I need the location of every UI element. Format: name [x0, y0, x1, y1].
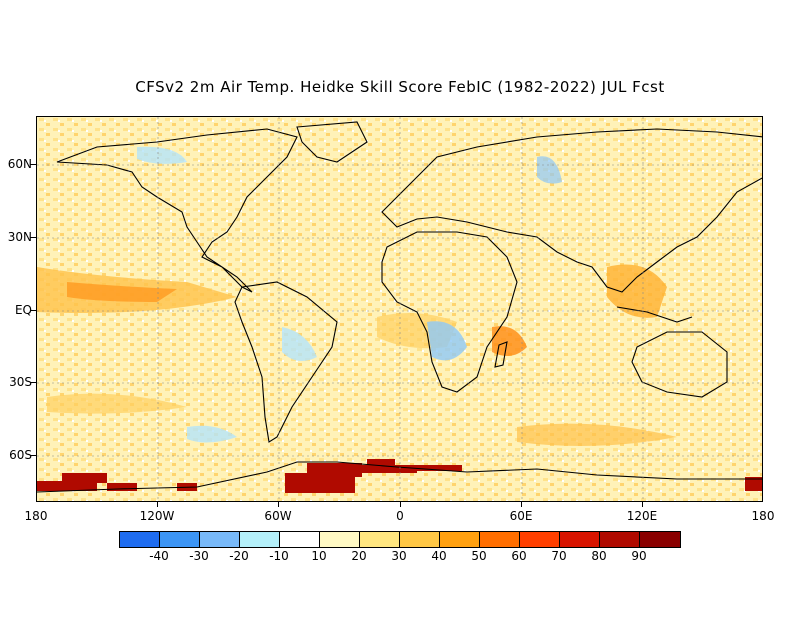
map-canvas — [37, 117, 762, 501]
colorbar-swatch — [640, 532, 680, 547]
lon-label-120e: 120E — [626, 509, 658, 523]
lat-tick — [30, 237, 36, 238]
colorbar-swatch — [120, 532, 160, 547]
cool-region — [282, 327, 317, 361]
cool-region — [537, 156, 562, 184]
colorbar-swatch — [280, 532, 320, 547]
warm-region — [47, 393, 187, 414]
colorbar-swatch — [560, 532, 600, 547]
lat-label-30s: 30S — [9, 375, 32, 389]
warm-region — [517, 423, 677, 446]
colorbar-label: 30 — [391, 549, 407, 563]
lon-tick — [278, 502, 279, 507]
warm-region — [492, 326, 527, 356]
colorbar-swatch — [480, 532, 520, 547]
map-title: CFSv2 2m Air Temp. Heidke Skill Score Fe… — [135, 78, 665, 96]
colorbar — [119, 531, 681, 548]
colorbar-label: 40 — [431, 549, 447, 563]
lon-tick — [642, 502, 643, 507]
lat-label-eq: EQ — [14, 303, 32, 317]
colorbar-swatch — [440, 532, 480, 547]
lon-tick — [400, 502, 401, 507]
lon-label-120w: 120W — [139, 509, 175, 523]
lon-label-180e: 180 — [751, 509, 775, 523]
colorbar-label: -30 — [189, 549, 209, 563]
graticule — [37, 117, 762, 501]
colorbar-label: -40 — [149, 549, 169, 563]
colorbar-label: -20 — [229, 549, 249, 563]
colorbar-label: -10 — [269, 549, 289, 563]
cool-region — [137, 146, 187, 164]
lon-tick — [521, 502, 522, 507]
colorbar-label: 10 — [311, 549, 327, 563]
colorbar-swatch — [200, 532, 240, 547]
colorbar-label: 60 — [511, 549, 527, 563]
lon-label-0: 0 — [396, 509, 404, 523]
cool-region — [427, 321, 467, 361]
lat-tick — [30, 164, 36, 165]
skill-score-map — [36, 116, 763, 502]
warm-region — [67, 282, 177, 302]
lon-tick — [157, 502, 158, 507]
lat-label-30n: 30N — [7, 230, 32, 244]
colorbar-swatch — [240, 532, 280, 547]
colorbar-swatch — [160, 532, 200, 547]
lat-tick — [30, 455, 36, 456]
colorbar-label: 70 — [551, 549, 567, 563]
colorbar-label: 80 — [591, 549, 607, 563]
lon-label-60e: 60E — [509, 509, 533, 523]
colorbar-label: 90 — [631, 549, 647, 563]
colorbar-label: 50 — [471, 549, 487, 563]
coastlines — [37, 121, 762, 493]
warm-region — [607, 264, 667, 318]
colorbar-swatch — [520, 532, 560, 547]
colorbar-swatch — [400, 532, 440, 547]
lon-label-60w: 60W — [264, 509, 292, 523]
colorbar-swatch — [320, 532, 360, 547]
colorbar-swatch — [360, 532, 400, 547]
lat-label-60n: 60N — [7, 157, 32, 171]
lon-label-180w: 180 — [24, 509, 48, 523]
lat-tick — [30, 310, 36, 311]
lat-tick — [30, 382, 36, 383]
colorbar-swatch — [600, 532, 640, 547]
lat-label-60s: 60S — [9, 448, 32, 462]
cool-region — [187, 425, 237, 443]
colorbar-label: 20 — [351, 549, 367, 563]
